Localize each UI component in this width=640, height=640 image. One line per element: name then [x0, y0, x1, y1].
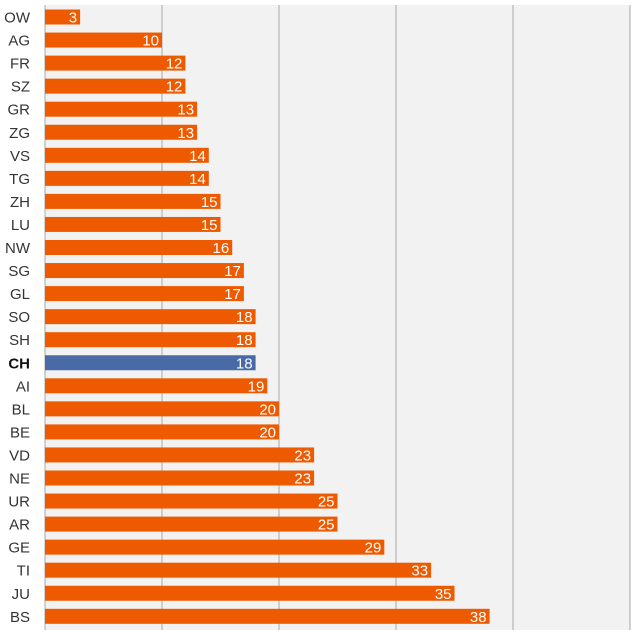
value-label-be: 20 — [259, 424, 276, 441]
value-label-ar: 25 — [318, 517, 335, 534]
value-label-ai: 19 — [248, 378, 265, 395]
category-label-gl: GL — [10, 286, 30, 303]
value-label-gr: 13 — [177, 102, 194, 119]
bar-fr — [45, 55, 186, 71]
bar-zg — [45, 124, 198, 140]
value-label-bl: 20 — [259, 401, 276, 418]
bar-sg — [45, 263, 244, 279]
value-label-sz: 12 — [166, 79, 183, 96]
value-label-so: 18 — [236, 309, 253, 326]
category-label-sg: SG — [8, 263, 30, 280]
category-label-ow: OW — [4, 10, 31, 27]
bar-sz — [45, 78, 186, 94]
category-label-ge: GE — [8, 540, 30, 557]
category-label-so: SO — [8, 309, 30, 326]
value-label-ag: 10 — [142, 33, 159, 50]
value-label-ju: 35 — [435, 586, 452, 603]
category-label-ch: CH — [8, 355, 30, 372]
category-label-bs: BS — [10, 609, 30, 626]
value-label-sh: 18 — [236, 332, 253, 349]
bar-ai — [45, 378, 268, 394]
bar-sh — [45, 332, 256, 348]
bar-bl — [45, 401, 279, 417]
value-label-bs: 38 — [470, 609, 487, 626]
category-label-vd: VD — [9, 447, 30, 464]
category-label-ai: AI — [16, 378, 30, 395]
value-label-tg: 14 — [189, 171, 206, 188]
category-label-ag: AG — [8, 33, 30, 50]
category-label-zh: ZH — [10, 194, 30, 211]
bar-ag — [45, 32, 162, 48]
value-label-ti: 33 — [411, 563, 428, 580]
category-label-ur: UR — [8, 494, 30, 511]
category-label-ti: TI — [17, 563, 30, 580]
value-label-vs: 14 — [189, 148, 206, 165]
bar-ur — [45, 493, 338, 509]
bar-gr — [45, 101, 198, 117]
category-label-fr: FR — [10, 56, 30, 73]
value-label-nw: 16 — [213, 240, 230, 257]
category-labels: OW AG FR SZ GR ZG VS TG ZH LU NW SG GL SO SH CH AI BL BE VD… — [4, 10, 31, 626]
value-label-fr: 12 — [166, 56, 183, 73]
bar-ch — [45, 355, 256, 371]
category-label-bl: BL — [12, 401, 30, 418]
value-label-zg: 13 — [177, 125, 194, 142]
bars — [45, 9, 490, 624]
category-label-nw: NW — [5, 240, 31, 257]
value-label-ow: 3 — [69, 10, 77, 27]
bar-ju — [45, 585, 455, 601]
bar-vd — [45, 447, 315, 463]
category-label-gr: GR — [8, 102, 31, 119]
category-label-tg: TG — [9, 171, 30, 188]
category-label-vs: VS — [10, 148, 30, 165]
value-label-zh: 15 — [201, 194, 218, 211]
category-label-ne: NE — [9, 471, 30, 488]
bar-ar — [45, 516, 338, 532]
bar-gl — [45, 286, 244, 302]
category-label-ar: AR — [9, 517, 30, 534]
value-labels: 3 10 12 12 13 13 14 14 15 15 16 17 17 18 18 18 19 20 20 23 2… — [69, 10, 487, 626]
value-label-sg: 17 — [224, 263, 241, 280]
category-label-sz: SZ — [11, 79, 30, 96]
bar-nw — [45, 240, 233, 255]
category-label-be: BE — [10, 424, 30, 441]
bar-vs — [45, 147, 209, 163]
value-label-vd: 23 — [294, 447, 311, 464]
bar-ow — [45, 9, 81, 25]
bar-so — [45, 309, 256, 325]
bar-ti — [45, 562, 432, 578]
bar-be — [45, 424, 279, 440]
category-label-lu: LU — [11, 217, 30, 234]
bar-ge — [45, 539, 385, 555]
value-label-ur: 25 — [318, 494, 335, 511]
category-label-sh: SH — [9, 332, 30, 349]
value-label-ne: 23 — [294, 471, 311, 488]
bar-tg — [45, 170, 209, 186]
value-label-ch: 18 — [236, 355, 253, 372]
bar-ne — [45, 470, 315, 486]
value-label-gl: 17 — [224, 286, 241, 303]
value-label-lu: 15 — [201, 217, 218, 234]
bar-bs — [45, 608, 490, 624]
bar-zh — [45, 193, 221, 209]
category-label-ju: JU — [12, 586, 30, 603]
category-label-zg: ZG — [9, 125, 30, 142]
value-label-ge: 29 — [365, 540, 382, 557]
bar-lu — [45, 216, 221, 232]
